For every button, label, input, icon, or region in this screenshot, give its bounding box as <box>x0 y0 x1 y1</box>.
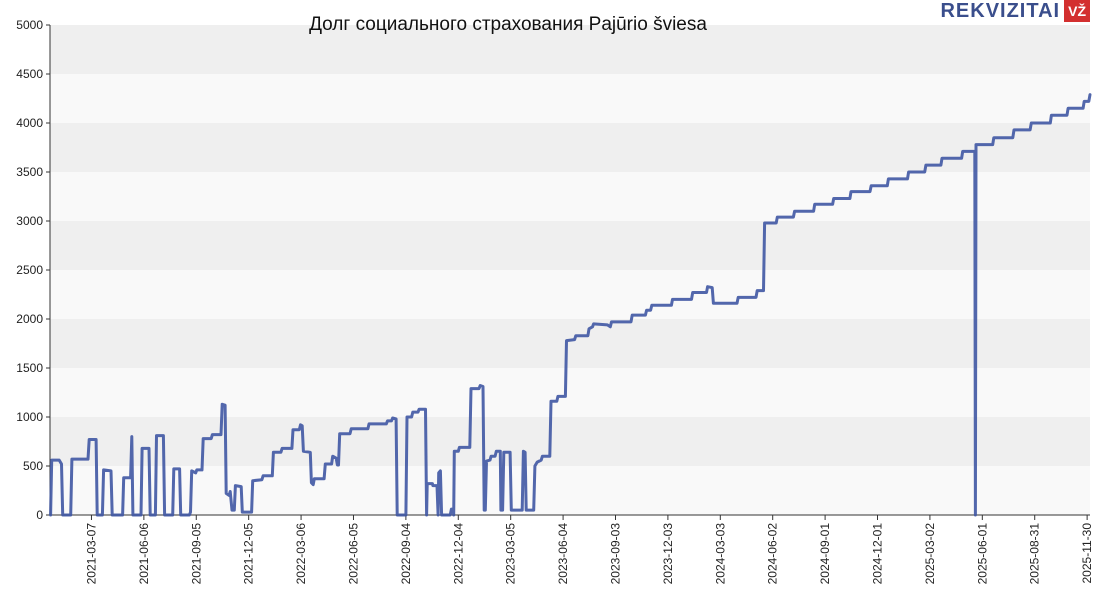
y-tick-label: 500 <box>23 459 43 473</box>
x-tick-label: 2025-11-30 <box>1080 523 1094 584</box>
grid-band <box>50 466 1090 515</box>
grid-band <box>50 25 1090 74</box>
grid-bands <box>50 25 1090 515</box>
x-tick-label: 2024-06-02 <box>766 523 780 585</box>
x-tick-label: 2025-08-31 <box>1028 523 1042 585</box>
brand-logo: REKVIZITAI VŽ <box>940 0 1090 22</box>
grid-band <box>50 123 1090 172</box>
x-tick-label: 2022-06-05 <box>346 523 360 585</box>
grid-band <box>50 270 1090 319</box>
x-tick-label: 2022-12-04 <box>451 523 465 585</box>
x-tick-label: 2022-09-04 <box>399 523 413 585</box>
y-tick-label: 5000 <box>16 18 43 32</box>
y-tick-label: 3000 <box>16 214 43 228</box>
x-tick-label: 2022-03-06 <box>294 523 308 585</box>
x-tick-label: 2023-09-03 <box>608 523 622 585</box>
x-tick-label: 2024-03-03 <box>713 523 727 585</box>
y-tick-label: 4500 <box>16 67 43 81</box>
series-layer <box>49 93 1092 517</box>
chart-title: Долг социального страхования Pajūrio švi… <box>309 14 707 35</box>
series-line <box>49 93 1092 517</box>
x-tick-label: 2025-03-02 <box>923 523 937 585</box>
x-tick-label: 2024-12-01 <box>871 523 885 585</box>
grid-band <box>50 368 1090 417</box>
grid-band <box>50 172 1090 221</box>
x-tick-label: 2025-06-01 <box>975 523 989 585</box>
y-tick-label: 3500 <box>16 165 43 179</box>
y-tick-label: 4000 <box>16 116 43 130</box>
x-tick-label: 2023-12-03 <box>661 523 675 585</box>
grid-band <box>50 74 1090 123</box>
x-axis: 2021-03-07 2021-06-06 2021-09-05 2021-12-05… <box>50 514 1094 585</box>
grid-band <box>50 221 1090 270</box>
x-tick-label: 2024-09-01 <box>818 523 832 585</box>
y-axis: 0 500 1000 1500 2000 2500 3000 3500 4000 4500 5000 <box>16 18 51 522</box>
x-tick-label: 2023-03-05 <box>504 523 518 585</box>
x-tick-label: 2023-06-04 <box>556 523 570 585</box>
y-tick-label: 1000 <box>16 410 43 424</box>
logo-wordmark: REKVIZITAI <box>940 0 1061 22</box>
grid-band <box>50 319 1090 368</box>
y-tick-label: 0 <box>36 508 43 522</box>
x-tick-label: 2021-12-05 <box>242 523 256 585</box>
y-tick-label: 2000 <box>16 312 43 326</box>
x-tick-label: 2021-06-06 <box>137 523 151 585</box>
logo-badge: VŽ <box>1064 0 1090 22</box>
x-tick-label: 2021-03-07 <box>84 523 98 585</box>
y-tick-label: 1500 <box>16 361 43 375</box>
x-tick-label: 2021-09-05 <box>189 523 203 585</box>
grid-band <box>50 417 1090 466</box>
y-tick-label: 2500 <box>16 263 43 277</box>
